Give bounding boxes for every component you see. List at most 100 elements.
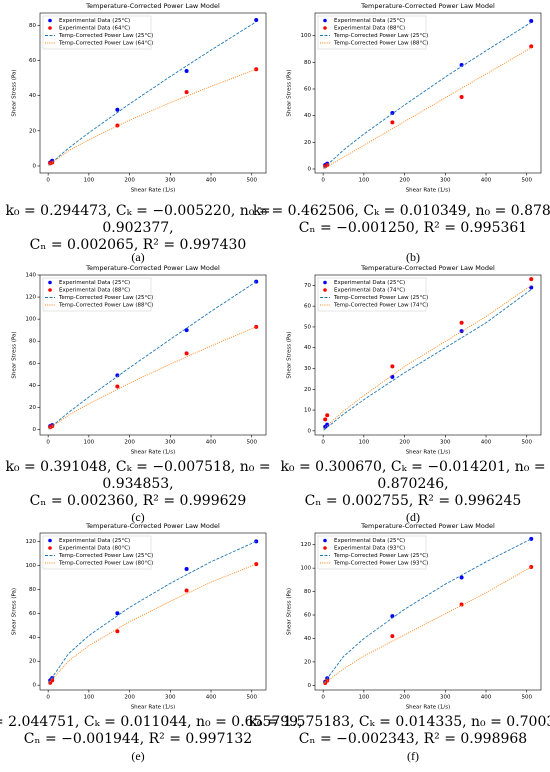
- plot-frame: [314, 274, 542, 436]
- y-tick-label: 0: [308, 167, 312, 173]
- x-tick-label: 200: [399, 178, 410, 184]
- x-axis-label: Shear Rate (1/s): [131, 705, 176, 711]
- panel-label: (b): [406, 250, 420, 264]
- model-line: [323, 21, 532, 169]
- plot-frame: [39, 274, 267, 436]
- y-axis-label: Shear Stress (Pa): [12, 69, 18, 116]
- data-point: [115, 611, 120, 616]
- y-tick-label: 40: [304, 113, 311, 119]
- chart-title: Temperature-Corrected Power Law Model: [360, 522, 495, 530]
- y-axis-label: Shear Stress (Pa): [287, 331, 293, 378]
- y-tick-label: 40: [29, 93, 36, 99]
- chart-panel: Temperature-Corrected Power Law Model She…: [287, 522, 542, 711]
- caption-line: Cₙ = −0.002343, R² = 0.998968: [299, 731, 527, 747]
- legend-box: [42, 15, 152, 50]
- model-line: [323, 47, 532, 170]
- model-line: [48, 68, 257, 166]
- x-tick-label: 400: [206, 440, 217, 446]
- data-point: [115, 384, 120, 389]
- legend-label: Temp-Corrected Power Law (25°C): [333, 33, 428, 39]
- x-tick-label: 0: [321, 178, 325, 184]
- panel-label: (f): [407, 749, 419, 763]
- y-tick-label: 140: [26, 273, 37, 279]
- x-axis-label: Shear Rate (1/s): [406, 450, 451, 456]
- y-tick-label: 20: [304, 387, 311, 393]
- chart-panel: Temperature-Corrected Power Law Model She…: [12, 264, 267, 456]
- x-tick-label: 200: [399, 440, 410, 446]
- y-tick-label: 60: [304, 87, 311, 93]
- y-tick-label: 100: [301, 33, 312, 39]
- caption-line: Cₙ = 0.002065, R² = 0.997430: [30, 237, 247, 253]
- legend-label: Temp-Corrected Power Law (25°C): [333, 553, 428, 559]
- data-point: [529, 19, 534, 23]
- model-line: [48, 540, 257, 684]
- x-tick-label: 300: [165, 695, 176, 701]
- legend-label: Experimental Data (88°C): [334, 26, 405, 32]
- caption-line: k₀ = 0.391048, Cₖ = −0.007518, n₀ =: [5, 459, 270, 475]
- legend-box: [317, 15, 427, 50]
- legend-label: Temp-Corrected Power Law (25°C): [58, 295, 153, 301]
- data-point: [254, 562, 259, 567]
- legend-marker: [48, 538, 52, 543]
- y-tick-label: 100: [26, 563, 37, 569]
- y-tick-label: 0: [33, 683, 37, 689]
- y-tick-label: 20: [304, 140, 311, 146]
- legend-label: Experimental Data (80°C): [59, 546, 130, 552]
- data-point: [529, 277, 534, 282]
- model-line: [48, 563, 257, 684]
- x-tick-label: 200: [124, 178, 135, 184]
- y-tick-label: 120: [26, 539, 37, 545]
- caption-line: 0.902377,: [102, 220, 173, 236]
- legend-label: Temp-Corrected Power Law (74°C): [333, 303, 428, 309]
- model-line: [323, 566, 532, 685]
- x-tick-label: 200: [399, 695, 410, 701]
- x-tick-label: 100: [359, 178, 370, 184]
- legend: Experimental Data (25°C) Experimental Dat…: [317, 277, 428, 312]
- caption-line: Cₙ = 0.002755, R² = 0.996245: [305, 493, 522, 509]
- x-tick-label: 100: [359, 440, 370, 446]
- legend-box: [317, 535, 427, 570]
- caption-line: k₀ = 0.462506, Cₖ = 0.010349, n₀ = 0.878…: [253, 203, 550, 219]
- x-tick-label: 500: [521, 695, 532, 701]
- legend-label: Experimental Data (25°C): [59, 18, 130, 24]
- model-line: [48, 326, 257, 430]
- data-point: [390, 120, 395, 125]
- y-tick-label: 0: [308, 428, 312, 434]
- y-tick-label: 80: [29, 339, 36, 345]
- x-tick-label: 100: [84, 695, 95, 701]
- caption-line: k₀ = 0.294473, Cₖ = −0.005220, n₀ =: [5, 203, 270, 219]
- panel-label: (a): [131, 250, 144, 264]
- y-tick-label: 80: [304, 60, 311, 66]
- data-point: [115, 629, 120, 634]
- legend-label: Experimental Data (64°C): [59, 26, 130, 32]
- legend-box: [317, 277, 427, 312]
- data-point: [459, 320, 464, 325]
- data-point: [184, 566, 189, 571]
- plot-frame: [39, 532, 267, 691]
- legend-label: Experimental Data (74°C): [334, 288, 405, 294]
- legend-label: Experimental Data (25°C): [59, 538, 130, 544]
- x-tick-label: 0: [321, 440, 325, 446]
- x-tick-label: 500: [521, 440, 532, 446]
- x-tick-label: 300: [440, 440, 451, 446]
- legend-label: Temp-Corrected Power Law (80°C): [58, 561, 153, 567]
- legend-label: Experimental Data (25°C): [334, 280, 405, 286]
- x-axis-label: Shear Rate (1/s): [131, 188, 176, 194]
- x-tick-label: 400: [206, 178, 217, 184]
- chart-title: Temperature-Corrected Power Law Model: [85, 2, 220, 10]
- panel-label: (e): [131, 749, 144, 763]
- data-point: [459, 575, 464, 580]
- data-point: [325, 422, 330, 427]
- y-tick-label: 80: [29, 23, 36, 29]
- x-tick-label: 0: [46, 695, 50, 701]
- y-tick-label: 20: [29, 128, 36, 134]
- legend: Experimental Data (25°C) Experimental Dat…: [42, 277, 153, 312]
- legend-label: Temp-Corrected Power Law (93°C): [333, 561, 428, 567]
- legend-label: Experimental Data (25°C): [59, 280, 130, 286]
- data-point: [184, 69, 189, 74]
- y-tick-label: 40: [304, 345, 311, 351]
- caption-line: Cₙ = −0.001250, R² = 0.995361: [299, 220, 527, 236]
- x-tick-label: 400: [481, 178, 492, 184]
- y-tick-label: 60: [29, 361, 36, 367]
